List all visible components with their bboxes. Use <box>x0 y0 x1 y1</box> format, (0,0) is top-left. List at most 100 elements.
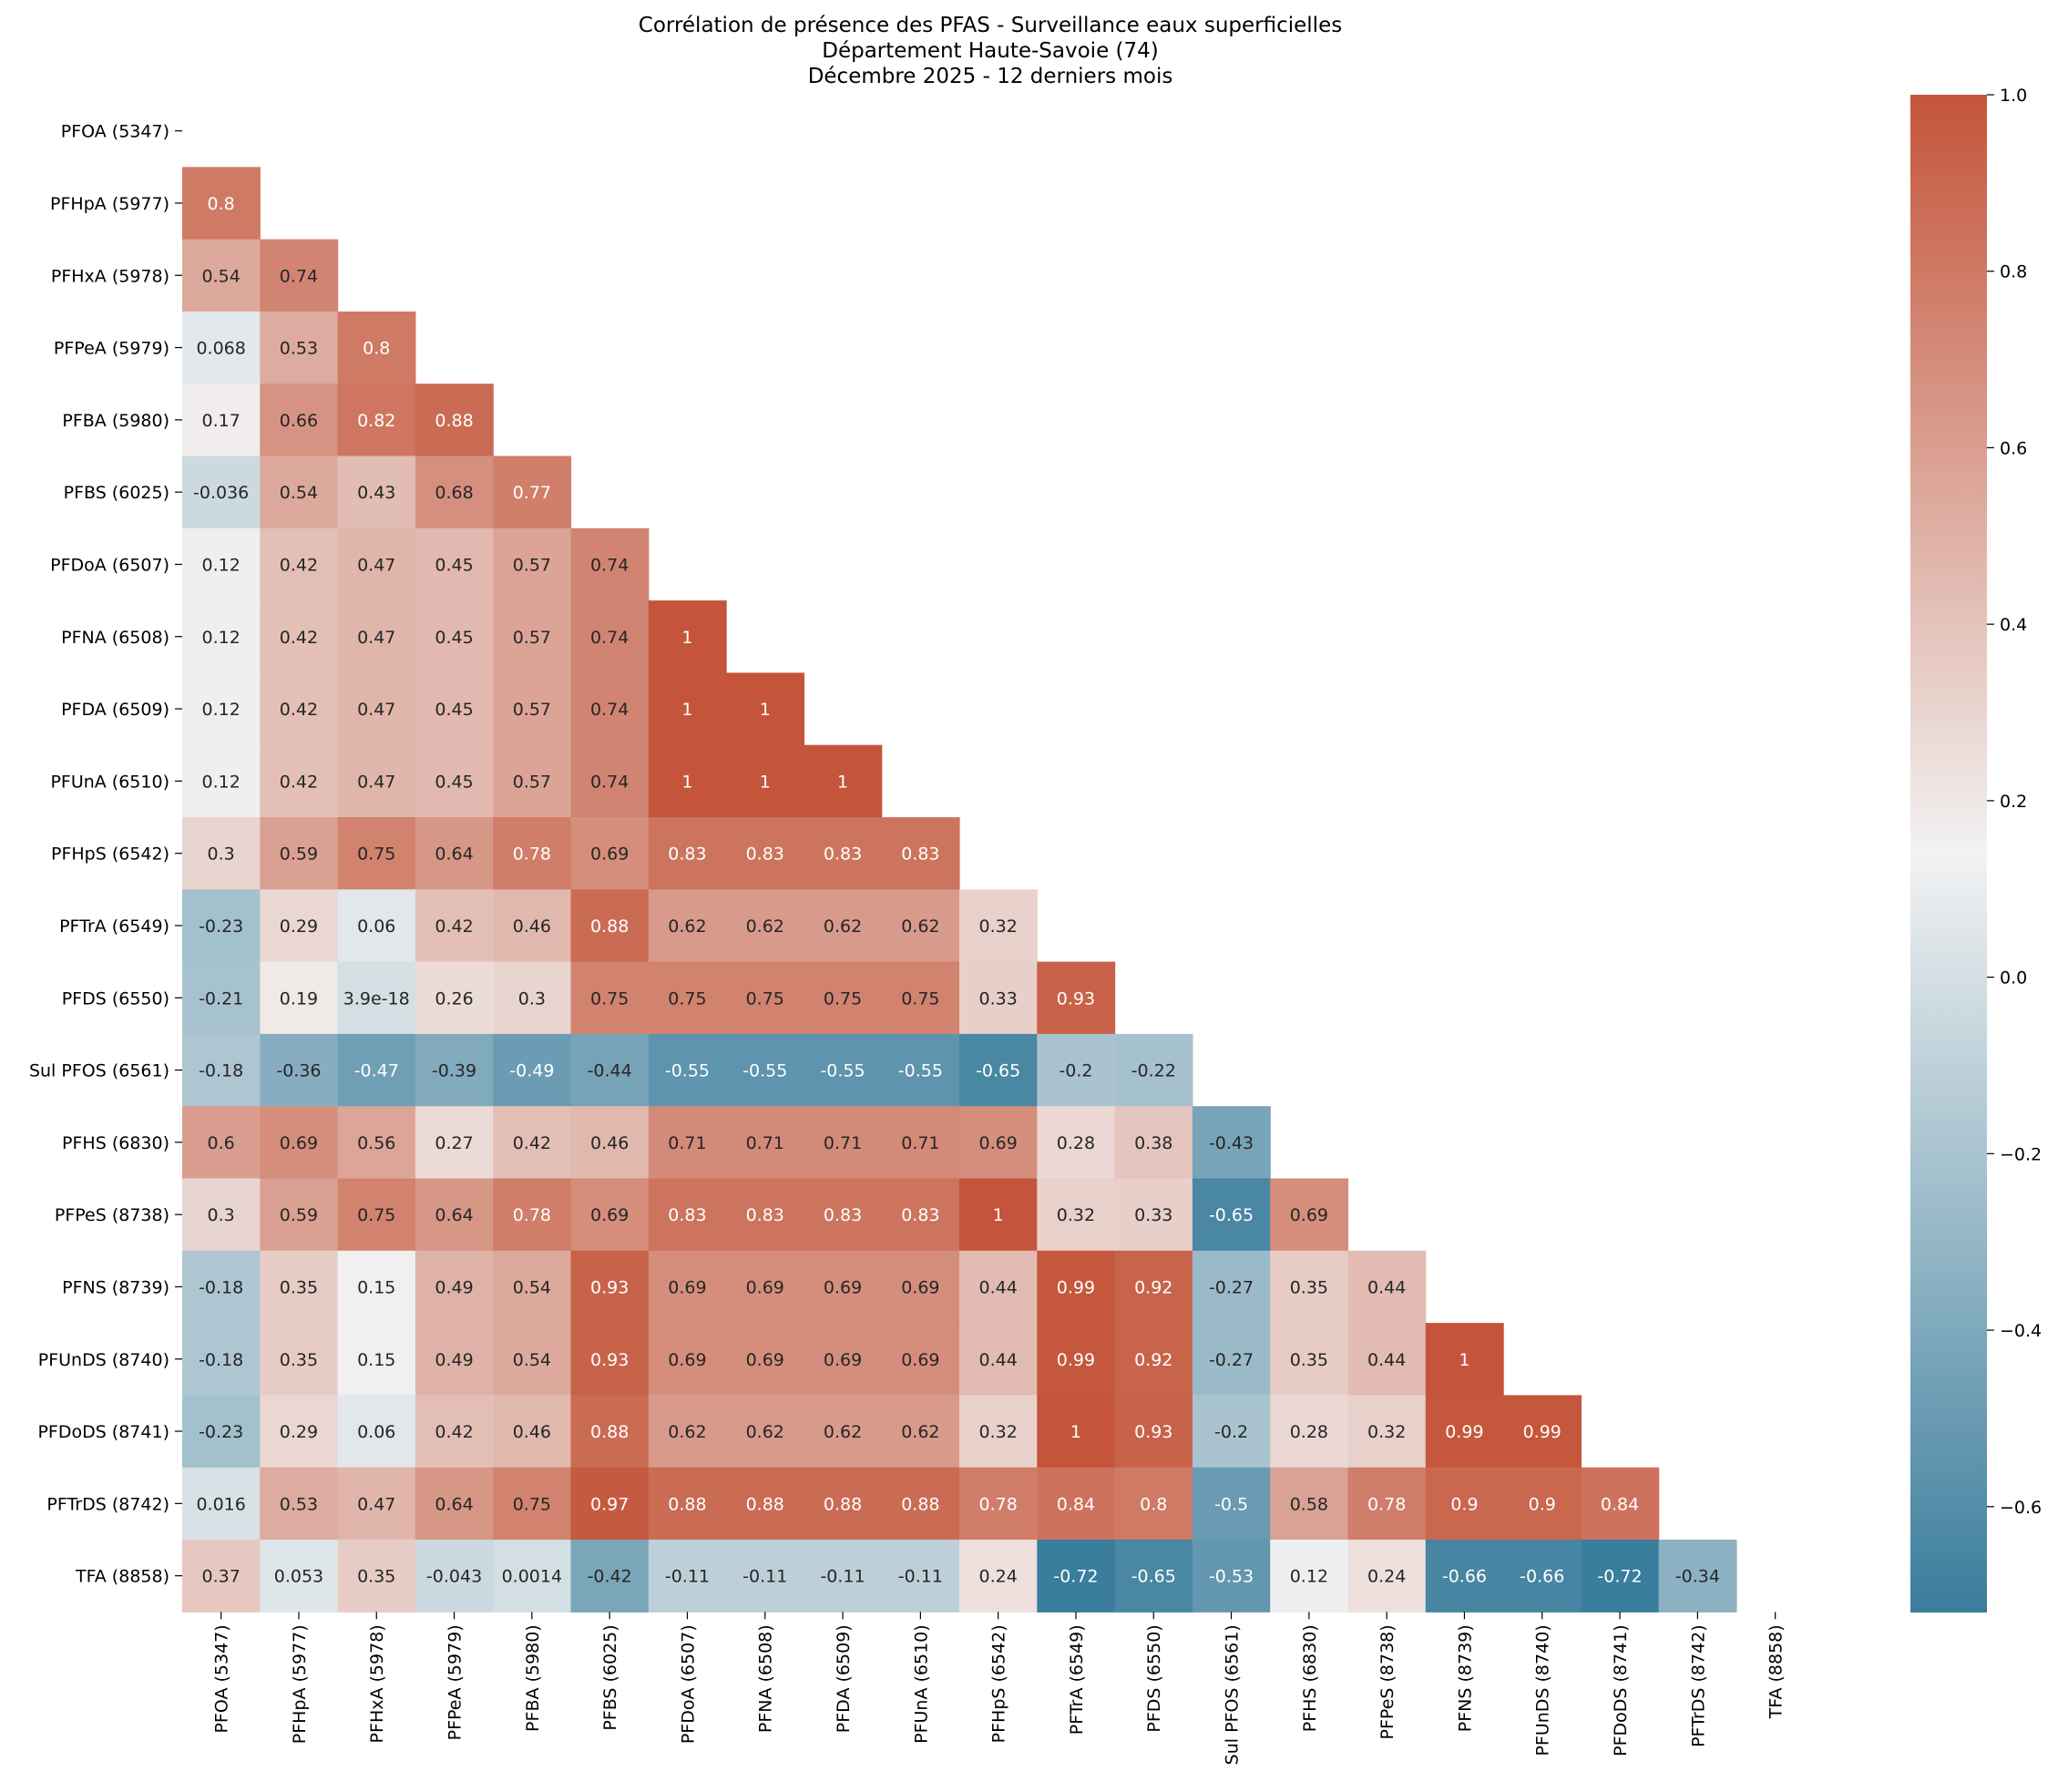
cell-value-label: 0.42 <box>435 1422 473 1442</box>
y-axis: PFOA (5347) PFHpA (5977) PFHxA (5978) PFPeA… <box>29 122 182 1587</box>
x-tick-label: PFHpA (5977) <box>290 1624 310 1744</box>
heatmap-cell <box>726 889 804 963</box>
cell-value-label: -0.18 <box>199 1061 243 1081</box>
title-line-1: Corrélation de présence des PFAS - Surve… <box>639 14 1342 37</box>
heatmap-cell <box>260 239 339 312</box>
heatmap-cell <box>493 817 572 890</box>
x-tick-label: PFBS (6025) <box>600 1624 620 1730</box>
heatmap-cell <box>182 384 261 457</box>
cell-value-label: -0.23 <box>199 1422 243 1442</box>
heatmap-cell <box>570 744 650 818</box>
y-tick-label: TFA (8858) <box>75 1567 169 1587</box>
heatmap-cell <box>1037 1106 1116 1180</box>
chart-title: Corrélation de présence des PFAS - Surve… <box>639 14 1342 88</box>
cell-value-label: 1 <box>681 700 692 720</box>
heatmap-cell <box>182 167 261 241</box>
heatmap-cell <box>1581 1467 1660 1541</box>
heatmap-cell <box>1037 1178 1116 1252</box>
heatmap-cell <box>726 744 804 818</box>
heatmap-cell <box>804 1106 883 1180</box>
cell-value-label: 0.74 <box>590 700 629 720</box>
heatmap-cell <box>1192 1395 1271 1469</box>
heatmap-cell <box>415 672 494 746</box>
heatmap-cell <box>726 1395 804 1469</box>
heatmap-cell <box>1192 1467 1271 1541</box>
heatmap-cell <box>493 1033 572 1107</box>
heatmap-cell <box>1114 1540 1193 1613</box>
cell-value-label: 0.44 <box>978 1350 1017 1370</box>
heatmap-cell <box>648 1106 727 1180</box>
cell-value-label: 0.3 <box>518 988 546 1009</box>
cell-value-label: 0.69 <box>824 1277 862 1297</box>
x-tick-label: PFTrDS (8742) <box>1688 1624 1708 1747</box>
cell-value-label: -0.55 <box>742 1061 787 1081</box>
cell-value-label: -0.55 <box>820 1061 865 1081</box>
cell-value-label: -0.18 <box>199 1350 243 1370</box>
cell-value-label: -0.39 <box>432 1061 476 1081</box>
heatmap-cell <box>1503 1467 1582 1541</box>
cell-value-label: 0.8 <box>1140 1494 1167 1514</box>
cell-value-label: 0.83 <box>901 1205 939 1225</box>
heatmap-cell <box>804 1250 883 1324</box>
heatmap-cell <box>1347 1540 1427 1613</box>
heatmap-cell <box>415 1033 494 1107</box>
heatmap-cell <box>1347 1395 1427 1469</box>
cell-value-label: 0.0014 <box>502 1567 562 1587</box>
heatmap-cell <box>182 961 261 1035</box>
cell-value-label: 0.57 <box>513 772 551 792</box>
cell-value-label: 0.69 <box>901 1277 939 1297</box>
heatmap-cell <box>493 672 572 746</box>
cell-value-label: 0.45 <box>435 628 473 648</box>
heatmap-cell <box>260 889 339 963</box>
cell-value-label: 0.47 <box>357 628 395 648</box>
cell-value-label: 0.9 <box>1450 1494 1478 1514</box>
x-tick-label: PFHxA (5978) <box>367 1624 387 1743</box>
heatmap-cell <box>881 1178 960 1252</box>
cell-value-label: 0.46 <box>590 1133 629 1153</box>
heatmap-cell <box>415 1250 494 1324</box>
cell-value-label: 0.42 <box>280 772 318 792</box>
heatmap-cell <box>182 1106 261 1180</box>
cell-value-label: 1 <box>1459 1350 1469 1370</box>
heatmap-cell <box>260 1250 339 1324</box>
cell-value-label: 0.12 <box>201 628 240 648</box>
cell-value-label: 0.71 <box>824 1133 862 1153</box>
cell-value-label: 0.57 <box>513 628 551 648</box>
heatmap-cell <box>415 889 494 963</box>
heatmap-cell <box>415 527 494 601</box>
cell-value-label: 0.3 <box>208 1205 235 1225</box>
heatmap-cell <box>1114 1250 1193 1324</box>
heatmap-cell <box>959 1178 1038 1252</box>
heatmap-cell <box>337 961 416 1035</box>
cell-value-label: 0.12 <box>1290 1567 1328 1587</box>
cell-value-label: 0.42 <box>280 555 318 575</box>
cell-value-label: 0.62 <box>901 1422 939 1442</box>
cell-value-label: 0.62 <box>901 916 939 937</box>
cell-value-label: 0.82 <box>357 411 395 431</box>
heatmap-cell <box>648 1395 727 1469</box>
x-tick-label: PFDA (6509) <box>834 1624 854 1733</box>
x-tick-label: PFPeA (5979) <box>445 1624 466 1740</box>
heatmap-cell <box>1503 1395 1582 1469</box>
cell-value-label: 0.75 <box>668 988 706 1009</box>
heatmap-cell <box>260 961 339 1035</box>
heatmap-cell <box>570 1033 650 1107</box>
heatmap-cell <box>1192 1106 1271 1180</box>
heatmap-cell <box>648 817 727 890</box>
cell-value-label: 0.69 <box>978 1133 1017 1153</box>
heatmap-cell <box>337 456 416 529</box>
heatmap-cell <box>337 1467 416 1541</box>
heatmap-cell <box>570 1106 650 1180</box>
cell-value-label: 1 <box>837 772 848 792</box>
x-tick-label: PFUnA (6510) <box>911 1624 931 1744</box>
colorbar-gradient <box>1910 95 1987 1613</box>
heatmap-cell <box>959 1033 1038 1107</box>
heatmap-cell <box>1037 1540 1116 1613</box>
cell-value-label: 0.83 <box>668 845 706 865</box>
heatmap-cell <box>182 1250 261 1324</box>
cell-value-label: -0.72 <box>1597 1567 1642 1587</box>
cell-value-label: 0.8 <box>208 194 235 214</box>
cell-value-label: -0.043 <box>426 1567 482 1587</box>
heatmap-cell <box>182 1178 261 1252</box>
cell-value-label: 0.42 <box>280 700 318 720</box>
